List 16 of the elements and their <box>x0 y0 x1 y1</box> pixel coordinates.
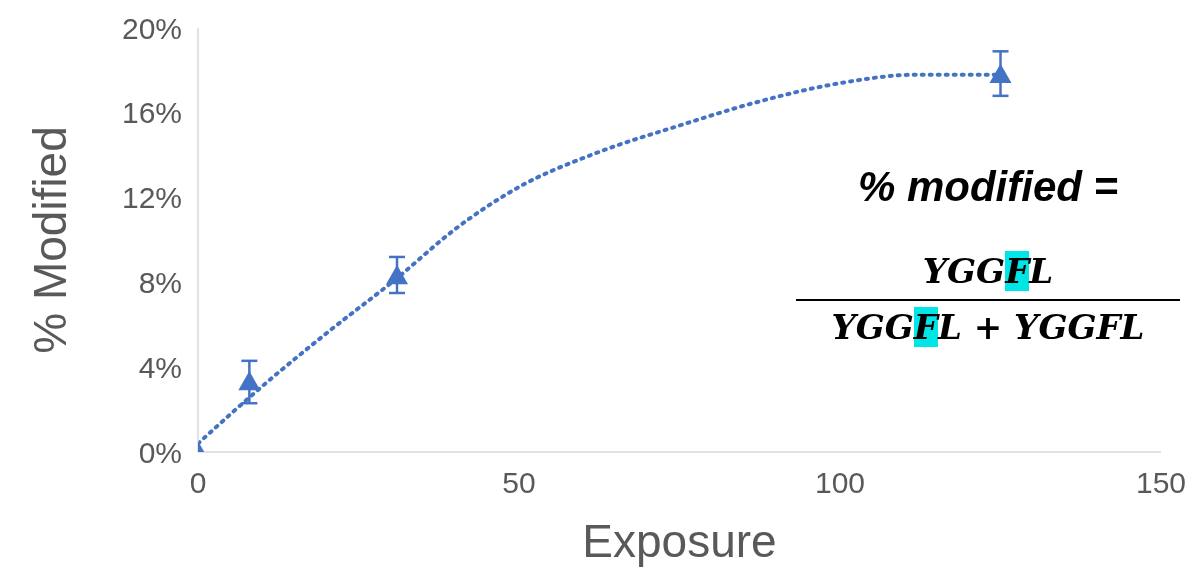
x-tick-label: 0 <box>189 466 207 500</box>
x-tick-label: 100 <box>814 466 866 500</box>
x-tick-label: 50 <box>502 466 536 500</box>
y-tick-label: 4% <box>138 350 182 384</box>
x-axis-title: Exposure <box>582 515 777 567</box>
y-tick-label: 0% <box>138 435 182 469</box>
point <box>238 371 261 391</box>
x-tick-label: 150 <box>1135 466 1187 500</box>
y-tick-label: 16% <box>121 96 182 130</box>
point <box>386 265 409 285</box>
y-axis-title: % Modified <box>24 126 77 354</box>
annotation: % modified = <box>856 163 1120 211</box>
y-tick-label: 12% <box>121 181 182 215</box>
point <box>989 63 1012 83</box>
y-tick-label: 8% <box>138 266 182 300</box>
y-tick-label: 20% <box>121 11 182 45</box>
